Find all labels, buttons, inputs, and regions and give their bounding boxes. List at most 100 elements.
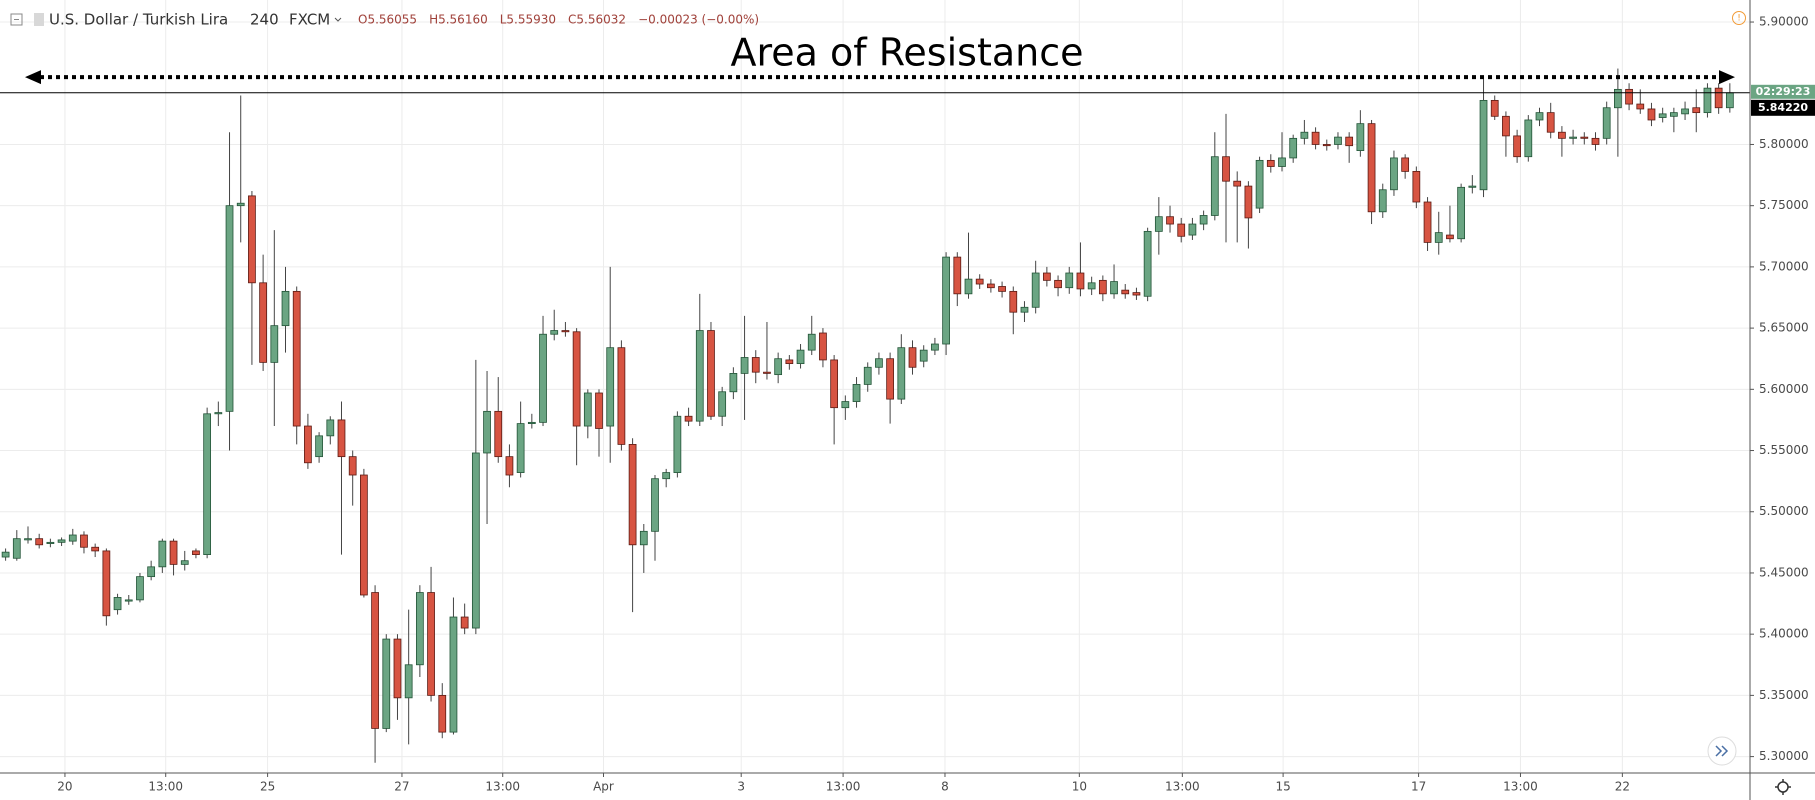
candle-body xyxy=(415,592,424,666)
candle-body xyxy=(124,599,133,602)
candle-body xyxy=(449,616,458,733)
candle-body xyxy=(1546,112,1555,133)
symbol-icon xyxy=(34,13,44,26)
y-tick-label: 5.45000 xyxy=(1759,565,1809,579)
candle-body xyxy=(729,373,738,393)
y-tick-label: 5.65000 xyxy=(1759,321,1809,335)
candle-body xyxy=(1345,136,1354,147)
candle-body xyxy=(1703,87,1712,114)
candle-body xyxy=(35,538,44,546)
candle-body xyxy=(1580,136,1589,139)
warning-icon[interactable] xyxy=(1732,11,1746,25)
candle-body xyxy=(875,358,883,368)
settings-button[interactable] xyxy=(1775,779,1791,795)
candle-body xyxy=(1479,99,1488,191)
warning-mark: ! xyxy=(1737,14,1741,24)
candle-body xyxy=(1602,107,1611,139)
symbol-title: U.S. Dollar / Turkish Lira xyxy=(49,11,228,29)
candle-body xyxy=(639,530,648,546)
candle-body xyxy=(192,550,200,555)
candle-body xyxy=(1,551,10,558)
grid xyxy=(0,0,1750,773)
y-tick-label: 5.35000 xyxy=(1759,688,1809,702)
interval: 240 xyxy=(250,11,279,29)
candle-body xyxy=(360,474,368,596)
candle-body xyxy=(1177,223,1186,237)
candle-body xyxy=(1502,115,1510,137)
candle-body xyxy=(326,419,335,437)
ohlc-value: O5.56055 xyxy=(358,13,417,27)
y-tick-label: 5.60000 xyxy=(1759,382,1809,396)
candle-body xyxy=(628,444,637,546)
candle-body xyxy=(1233,180,1242,187)
candle-body xyxy=(1669,112,1678,117)
candle-body xyxy=(91,546,100,552)
candle-body xyxy=(1143,230,1152,297)
candle-body xyxy=(908,347,917,368)
candle-body xyxy=(662,472,671,480)
candle-body xyxy=(1132,292,1141,296)
scroll-button[interactable] xyxy=(1707,736,1737,766)
candle-body xyxy=(1636,103,1645,110)
candle-body xyxy=(774,358,783,376)
x-tick-label: 13:00 xyxy=(1165,780,1200,794)
candle-body xyxy=(1356,123,1365,151)
candle-body xyxy=(393,638,402,699)
candle-body xyxy=(1266,159,1275,167)
candle-body xyxy=(68,534,77,542)
candle-body xyxy=(1098,279,1107,295)
x-tick-label: 13:00 xyxy=(485,780,520,794)
candle-body xyxy=(1625,88,1633,105)
scroll-arrows xyxy=(1715,745,1729,757)
candle-body xyxy=(617,347,626,445)
candle-body xyxy=(785,359,794,365)
x-tick-label: 22 xyxy=(1615,780,1630,794)
ohlc-value: H5.56160 xyxy=(429,13,488,27)
candle-body xyxy=(964,278,973,295)
candle-body xyxy=(796,349,805,365)
ohlc-value: C5.56032 xyxy=(568,13,626,27)
candle-body xyxy=(1390,157,1398,191)
candle-body xyxy=(1031,272,1040,308)
candle-body xyxy=(371,592,379,729)
countdown: 02:29:23 xyxy=(1756,85,1811,98)
candle-body xyxy=(561,330,570,333)
candle-body xyxy=(1591,137,1600,145)
y-tick-label: 5.50000 xyxy=(1759,504,1809,518)
candle-body xyxy=(438,694,447,733)
candle-body xyxy=(460,616,469,629)
candle-body xyxy=(169,540,178,565)
candle-body xyxy=(953,256,962,295)
dropdown-caret[interactable] xyxy=(334,17,342,22)
candle-body xyxy=(1446,234,1454,240)
y-tick-label: 5.70000 xyxy=(1759,259,1809,273)
x-tick-label: 8 xyxy=(941,780,949,794)
x-tick-label: 20 xyxy=(57,780,72,794)
candle-body xyxy=(1714,87,1723,109)
candle-body xyxy=(1154,216,1163,232)
candle-body xyxy=(483,410,491,454)
candle-body xyxy=(572,331,581,427)
candle-body xyxy=(695,330,704,422)
candle-body xyxy=(1457,186,1466,240)
candles xyxy=(1,68,1734,763)
candle-body xyxy=(225,205,234,412)
candle-body xyxy=(1490,99,1499,117)
last-price-label: 5.84220 xyxy=(1758,101,1808,114)
candle-body xyxy=(673,415,682,473)
candle-body xyxy=(113,597,122,611)
candle-body xyxy=(1322,144,1331,147)
candle-body xyxy=(1065,272,1074,289)
candle-body xyxy=(931,343,939,351)
candle-body xyxy=(1513,135,1521,158)
candle-body xyxy=(57,539,66,543)
candle-body xyxy=(897,347,906,400)
candle-body xyxy=(1110,281,1118,295)
candle-body xyxy=(348,456,357,476)
collapse-icon[interactable] xyxy=(10,13,23,26)
candle-body xyxy=(886,358,894,400)
candle-body xyxy=(1255,159,1264,209)
candle-body xyxy=(998,286,1006,292)
candle-body xyxy=(919,349,928,362)
